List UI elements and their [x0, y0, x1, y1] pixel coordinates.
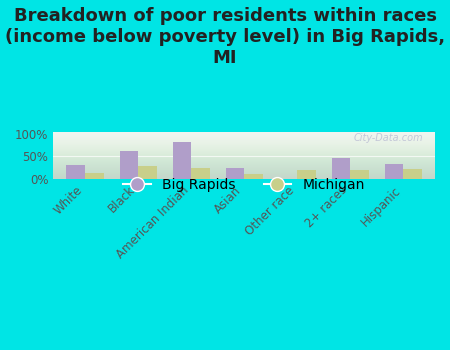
Bar: [385, 164, 403, 179]
Bar: [350, 170, 369, 179]
Bar: [244, 174, 263, 179]
Bar: [172, 141, 191, 179]
Bar: [332, 158, 350, 179]
Bar: [225, 168, 244, 179]
Legend: Big Rapids, Michigan: Big Rapids, Michigan: [118, 173, 370, 197]
Bar: [67, 166, 85, 179]
Bar: [297, 170, 316, 179]
Bar: [403, 169, 422, 179]
Bar: [138, 166, 157, 179]
Bar: [191, 168, 210, 179]
Bar: [120, 150, 138, 179]
Text: Breakdown of poor residents within races
(income below poverty level) in Big Rap: Breakdown of poor residents within races…: [5, 7, 445, 66]
Text: City-Data.com: City-Data.com: [354, 133, 423, 143]
Bar: [85, 173, 104, 179]
